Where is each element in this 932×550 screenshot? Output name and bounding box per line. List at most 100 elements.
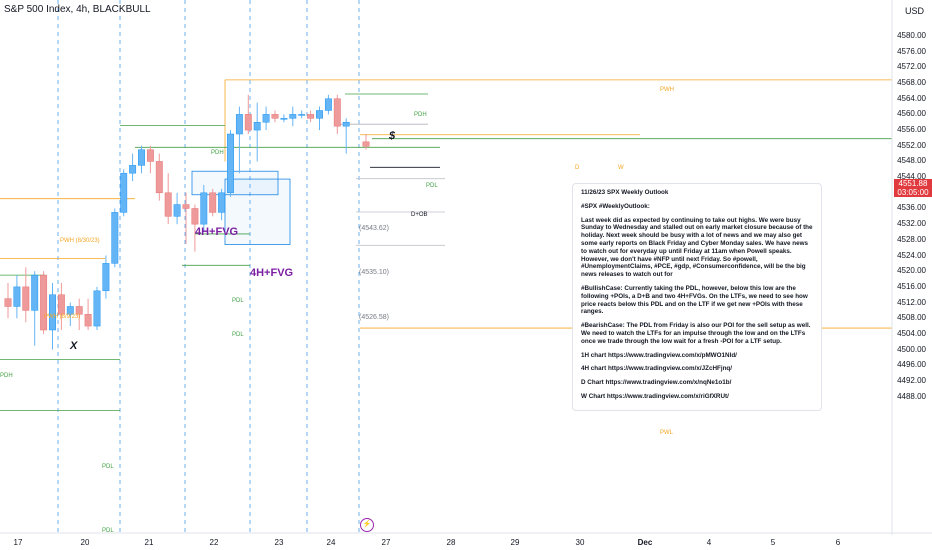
date-tick-label: 6 — [835, 538, 841, 547]
note-link-4h[interactable]: 4H chart https://www.tradingview.com/x/J… — [581, 365, 733, 373]
fvg-label-1: 4H+FVG — [195, 226, 239, 238]
fvg-box-1 — [191, 170, 279, 196]
date-tick-label: 24 — [326, 538, 336, 547]
weekly-outlook-note[interactable]: 11/26/23 SPX Weekly Outlook #SPX #Weekly… — [572, 183, 822, 411]
candle-body — [307, 114, 315, 119]
candle-body — [342, 121, 350, 127]
candle-body — [182, 204, 190, 209]
candle-body — [31, 274, 39, 311]
price-tick-label: 4512.00 — [897, 297, 926, 307]
price-tick-label: 4576.00 — [897, 46, 926, 56]
pdl-label: PDL — [426, 183, 438, 189]
candle-body — [146, 149, 154, 162]
date-tick-label: 29 — [510, 538, 520, 547]
fvg-box-2 — [224, 178, 291, 245]
note-bearish: #BearishCase: The PDL from Friday is als… — [581, 322, 811, 345]
pdl-fvg-label: PDL — [232, 298, 244, 304]
last-price-tag: 4551.88 03:05:00 — [894, 179, 932, 197]
candle-body — [164, 192, 172, 217]
price-tick-label: 4548.00 — [897, 156, 926, 166]
candle-body — [235, 114, 243, 135]
candle-body — [316, 110, 323, 119]
price-tick-label: 4568.00 — [897, 78, 926, 88]
candle-body — [298, 114, 306, 116]
pdl-lower-label: PDL — [232, 332, 244, 338]
fvg-label-2: 4H+FVG — [250, 267, 294, 279]
d-level-label: D — [575, 165, 580, 171]
candle-body — [227, 133, 234, 194]
d-ob-label: D+OB — [411, 212, 428, 218]
candle-body — [218, 192, 226, 213]
candle-body — [75, 306, 83, 315]
note-body: Last week did as expected by continuing … — [581, 216, 813, 279]
candle-body — [138, 149, 145, 166]
note-bullish: #BullishCase: Currently taking the PDL, … — [581, 284, 808, 316]
price-tick-label: 4556.00 — [897, 125, 926, 135]
candle-body — [129, 165, 137, 174]
candle-body — [57, 294, 65, 315]
pwh-label: PWH — [660, 87, 674, 93]
candle-body — [111, 212, 119, 264]
date-tick-label: 27 — [381, 538, 391, 547]
note-link-1h[interactable]: 1H chart https://www.tradingview.com/x/p… — [581, 351, 737, 359]
price-tick-label: 4504.00 — [897, 328, 926, 338]
candle-body — [84, 314, 92, 327]
date-tick-label: 20 — [80, 538, 90, 547]
pwh-dated-label-1: PWH (8/30/23) — [60, 238, 100, 244]
note-link-w[interactable]: W Chart https://www.tradingview.com/x/ri… — [581, 392, 729, 400]
candle-body — [289, 114, 297, 119]
candle-body — [155, 161, 163, 194]
candle-body — [244, 114, 252, 131]
price-tick-label: 4536.00 — [897, 203, 926, 213]
candle-body — [253, 121, 261, 131]
price-tick-label: 4524.00 — [897, 250, 926, 260]
date-tick-label: 4 — [706, 538, 712, 547]
candle-body — [333, 98, 341, 127]
pwl-label: PWL — [660, 430, 674, 436]
pdl-bottom-label-2: PDL — [102, 528, 114, 534]
price-tick-label: 4520.00 — [897, 266, 926, 276]
candle-body — [200, 192, 208, 225]
pdl-bottom-label: PDL — [102, 464, 114, 470]
chart-title: S&P 500 Index, 4h, BLACKBULL — [4, 4, 151, 15]
date-tick-label: 21 — [144, 538, 154, 547]
candle-body — [102, 263, 110, 292]
candle-body — [93, 290, 101, 327]
price-tick-label: 4580.00 — [897, 31, 926, 40]
date-tick-label: 28 — [446, 538, 456, 547]
date-tick-label: Dec — [637, 538, 653, 547]
w-level-label: W — [618, 165, 624, 171]
last-price-value: 4551.88 — [898, 179, 928, 188]
price-tick-label: 4532.00 — [897, 219, 926, 229]
pdh-left-label: PDH — [211, 150, 224, 156]
candle-body — [209, 192, 217, 213]
note-link-d[interactable]: D Chart https://www.tradingview.com/x/nq… — [581, 379, 732, 387]
candle-body — [324, 98, 332, 111]
candle-body — [49, 294, 56, 331]
lightning-icon[interactable]: ⚡ — [360, 518, 374, 532]
pwh-dated-label-2: PWH (8/9/23) — [44, 314, 81, 320]
price-tick-label: 4544.00 — [897, 172, 926, 182]
candle-body — [66, 306, 74, 315]
price-tick-label: 4528.00 — [897, 234, 926, 244]
date-tick-label: 30 — [575, 538, 585, 547]
price-tick-label: 4508.00 — [897, 313, 926, 323]
date-tick-label: 22 — [209, 538, 219, 547]
price-tick-label: 4560.00 — [897, 109, 926, 119]
note-title: 11/26/23 SPX Weekly Outlook — [581, 189, 669, 196]
price-tick-label: 4564.00 — [897, 93, 926, 103]
price-annotation-4526: (4526.58) — [359, 314, 389, 321]
price-tick-label: 4516.00 — [897, 281, 926, 291]
pdh-far-left-label: PDH — [0, 373, 13, 379]
candle-body — [262, 114, 270, 123]
price-annotation-4543: (4543.62) — [359, 225, 389, 232]
candle-body — [173, 204, 181, 217]
bar-countdown: 03:05:00 — [897, 188, 929, 197]
pdh-label: PDH — [414, 112, 427, 118]
candle-body — [13, 286, 21, 307]
candle-body — [271, 114, 279, 119]
dollar-marker: $ — [389, 130, 396, 142]
currency-label[interactable]: USD — [904, 6, 924, 16]
price-tick-label: 4500.00 — [897, 344, 926, 354]
price-tick-label: 4572.00 — [897, 62, 926, 72]
